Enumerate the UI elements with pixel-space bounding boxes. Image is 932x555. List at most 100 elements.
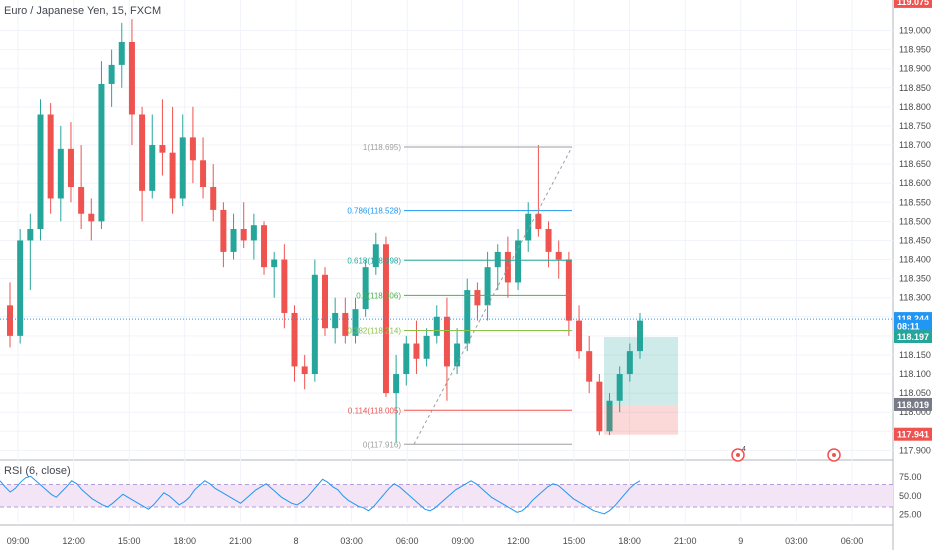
price-label-text: 118.197 [897, 332, 929, 342]
price-tick-label: 118.450 [899, 235, 931, 245]
price-label-text: 119.075 [897, 0, 929, 7]
price-tick-label: 118.850 [899, 83, 931, 93]
rsi-tick-label: 25.00 [899, 510, 922, 520]
price-tick-label: 118.000 [899, 407, 931, 417]
time-tick-label: 12:00 [507, 536, 530, 546]
price-label-box [894, 330, 932, 344]
price-label-box [894, 319, 932, 333]
time-tick-label: 21:00 [229, 536, 252, 546]
candle-body [159, 145, 166, 153]
candle-body [372, 244, 379, 268]
rsi-title: RSI (6, close) [4, 465, 71, 477]
candle-body [37, 114, 44, 229]
fib-level-label: 1(118.695) [363, 143, 401, 152]
candle-body [47, 114, 54, 199]
candle-body [616, 374, 623, 401]
price-label-box [894, 397, 932, 411]
candle-body [250, 225, 257, 241]
time-tick-label: 21:00 [674, 536, 697, 546]
candle-body [626, 351, 633, 375]
price-tick-label: 118.350 [899, 274, 931, 284]
price-tick-label: 118.550 [899, 197, 931, 207]
candle-body [189, 137, 196, 161]
candle-body [474, 290, 481, 306]
price-tick-label: 118.400 [899, 255, 931, 265]
candle-body [525, 213, 532, 241]
candle-body [108, 64, 115, 84]
fib-trend-line [413, 146, 573, 445]
price-tick-label: 118.150 [899, 350, 931, 360]
candle-body [210, 187, 217, 210]
candle-body [342, 312, 349, 336]
rsi-tick-label: 75.00 [899, 472, 922, 482]
price-tick-label: 118.100 [899, 369, 931, 379]
candle-body [555, 251, 562, 260]
time-tick-label: 12:00 [62, 536, 85, 546]
price-tick-label: 118.900 [899, 64, 931, 74]
price-tick-label: 118.650 [899, 159, 931, 169]
symbol-title: Euro / Japanese Yen, 15, FXCM [4, 5, 162, 17]
event-marker-count: 4 [742, 446, 746, 453]
candle-body [118, 41, 125, 65]
candle-body [403, 343, 410, 375]
position-stop-zone [604, 404, 678, 435]
candle-body [515, 240, 522, 283]
candle-body [596, 381, 603, 432]
candle-body [67, 148, 74, 188]
price-label-text: 117.941 [897, 430, 929, 440]
candle-body [464, 290, 471, 344]
rsi-tick-label: 50.00 [899, 491, 922, 501]
candle-body [382, 244, 389, 394]
candle-body [545, 229, 552, 252]
candle-body [606, 400, 613, 432]
price-tick-label: 118.050 [899, 388, 931, 398]
candle-body [139, 114, 146, 191]
candle-body [169, 152, 176, 199]
candle-body [57, 148, 64, 199]
price-tick-label: 118.500 [899, 216, 931, 226]
fib-level-label: 0.382(118.214) [347, 327, 401, 336]
time-tick-label: 03:00 [340, 536, 363, 546]
candle-body [17, 240, 24, 336]
candle-body [311, 274, 318, 375]
candle-body [332, 312, 339, 329]
candle-body [586, 351, 593, 382]
fib-level-label: 0.5(118.306) [356, 291, 401, 300]
candle-body [352, 309, 359, 336]
candle-body [443, 316, 450, 367]
candle-body [413, 343, 420, 359]
candle-body [98, 83, 105, 222]
price-tick-label: 118.950 [899, 45, 931, 55]
rsi-line [0, 475, 641, 515]
candle-body [322, 274, 328, 329]
candle-body [128, 41, 135, 115]
candle-body [484, 267, 491, 306]
candle-body [230, 229, 237, 252]
time-tick-label: 09:00 [7, 536, 30, 546]
time-tick-label: 18:00 [618, 536, 641, 546]
candle-body [179, 137, 186, 199]
candle-body [261, 225, 268, 268]
event-marker-dot [832, 452, 836, 457]
candle-body [433, 316, 440, 336]
event-marker-dot [736, 452, 740, 457]
candle-body [271, 259, 278, 268]
fib-level-label: 0.114(118.005) [348, 406, 401, 415]
candle-body [27, 229, 34, 241]
candle-body [454, 343, 461, 367]
price-tick-label: 117.900 [899, 445, 931, 455]
candle-body [301, 366, 308, 375]
candle-body [393, 374, 400, 394]
candle-body [637, 320, 643, 352]
candle-body [281, 259, 288, 313]
price-tick-label: 118.700 [899, 140, 931, 150]
position-target-zone [604, 337, 678, 405]
candle-body [149, 145, 156, 191]
fib-level-label: 0.618(118.398) [347, 256, 401, 265]
time-tick-label: 15:00 [563, 536, 586, 546]
price-tick-label: 119.000 [899, 26, 931, 36]
candle-body [576, 320, 583, 352]
candle-body [240, 229, 247, 241]
